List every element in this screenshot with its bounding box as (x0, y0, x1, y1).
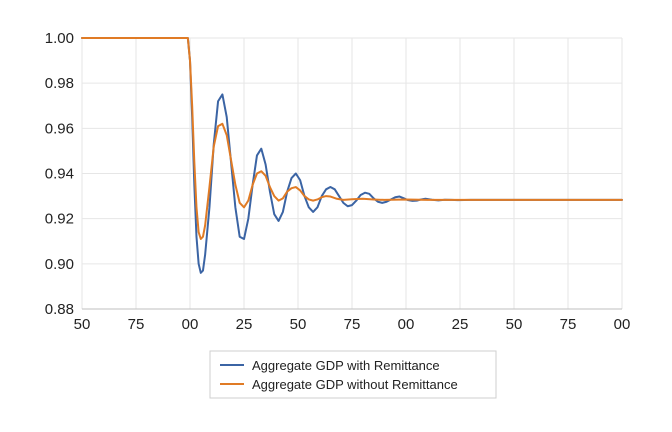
x-tick-label: 75 (560, 316, 577, 333)
tick-labels: 0.88 0.90 0.92 0.94 0.96 0.98 1.00 50 75 00 25 50 75… (45, 30, 631, 333)
x-tick-label: 00 (614, 316, 631, 333)
y-tick-label: 0.94 (45, 166, 74, 183)
y-tick-label: 0.92 (45, 211, 74, 228)
y-tick-label: 1.00 (45, 30, 74, 47)
x-tick-label: 50 (74, 316, 91, 333)
x-tick-label: 00 (398, 316, 415, 333)
legend-box (209, 350, 497, 399)
x-tick-label: 25 (236, 316, 253, 333)
x-tick-label: 00 (182, 316, 199, 333)
y-tick-label: 0.98 (45, 75, 74, 92)
series-line-2 (81, 37, 623, 240)
x-tick-label: 25 (452, 316, 469, 333)
series-lines (81, 37, 623, 274)
y-tick-label: 0.88 (45, 301, 74, 318)
series-line-1 (81, 37, 623, 274)
y-tick-label: 0.90 (45, 256, 74, 273)
legend-label-2: Aggregate GDP without Remittance (252, 377, 458, 392)
legend-label-1: Aggregate GDP with Remittance (252, 358, 440, 373)
x-tick-label: 75 (128, 316, 145, 333)
legend: Aggregate GDP with Remittance Aggregate G… (209, 350, 497, 399)
x-tick-label: 50 (290, 316, 307, 333)
x-tick-label: 50 (506, 316, 523, 333)
y-tick-label: 0.96 (45, 120, 74, 137)
grid-lines (81, 37, 623, 309)
x-tick-label: 75 (344, 316, 361, 333)
